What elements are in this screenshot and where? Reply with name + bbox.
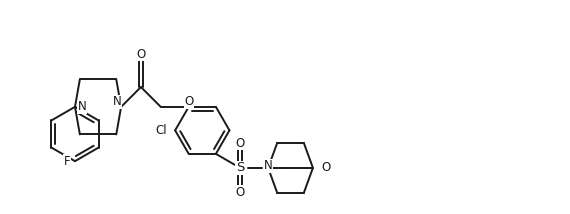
Text: N: N: [78, 100, 87, 113]
Text: O: O: [136, 48, 145, 61]
Text: N: N: [264, 159, 272, 172]
Text: Cl: Cl: [156, 124, 167, 137]
Text: F: F: [64, 155, 70, 168]
Text: O: O: [235, 186, 245, 199]
Text: O: O: [321, 161, 330, 174]
Text: O: O: [235, 137, 245, 150]
Text: N: N: [113, 95, 121, 108]
Text: S: S: [236, 161, 245, 174]
Text: O: O: [184, 95, 193, 108]
